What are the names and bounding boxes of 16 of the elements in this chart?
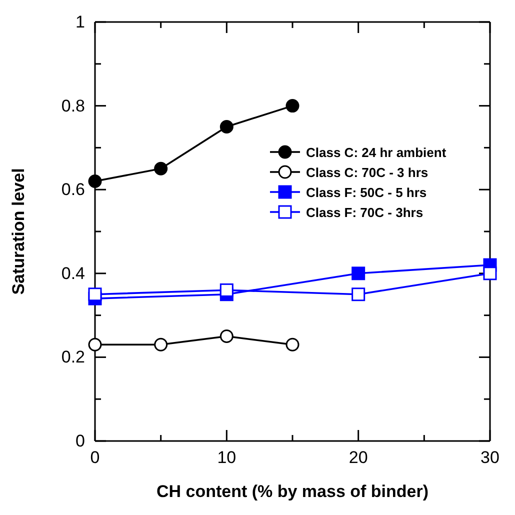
- y-tick-label: 0.4: [61, 264, 85, 283]
- x-axis-title: CH content (% by mass of binder): [156, 482, 429, 501]
- x-tick-label: 30: [480, 448, 500, 468]
- legend-label: Class C: 24 hr ambient: [306, 145, 447, 160]
- y-tick-label: 1: [76, 12, 85, 32]
- legend-label: Class F: 50C - 5 hrs: [306, 185, 427, 200]
- y-tick-label: 0.6: [61, 180, 85, 200]
- legend-label: Class F: 70C - 3hrs: [306, 205, 424, 220]
- x-tick-label: 20: [348, 448, 368, 468]
- x-tick-label: 0: [90, 448, 100, 468]
- y-tick-label: 0.2: [61, 348, 85, 367]
- y-axis-title: Saturation level: [9, 168, 28, 295]
- y-tick-label: 0: [76, 431, 85, 450]
- y-tick-label: 0.8: [61, 96, 85, 116]
- legend-label: Class C: 70C - 3 hrs: [306, 165, 428, 180]
- x-tick-label: 10: [217, 448, 236, 468]
